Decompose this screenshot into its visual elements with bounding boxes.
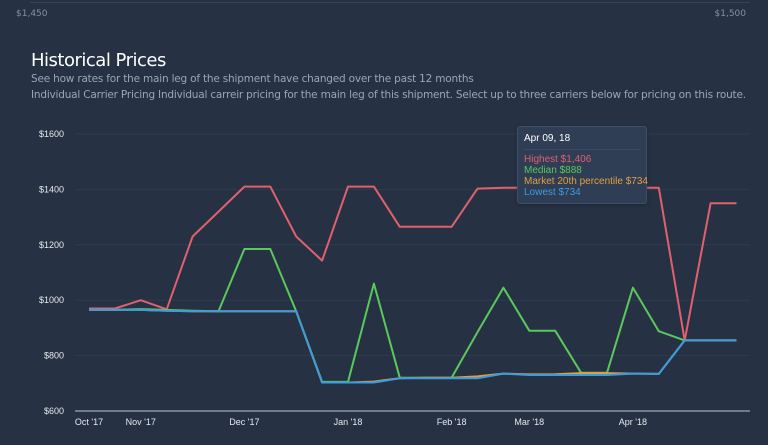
range-min-label: $1,450 [16, 9, 48, 19]
series-line-market-20th-percentile [89, 308, 737, 384]
tooltip-divider [524, 149, 640, 150]
tooltip-highest: Highest $1,406 [524, 154, 592, 165]
series-line-highest [89, 185, 737, 342]
x-tick-label: Feb '18 [437, 417, 467, 427]
section-description: Individual Carrier Pricing Individual ca… [31, 89, 746, 101]
x-tick-label: Dec '17 [229, 417, 259, 427]
range-slider-track[interactable] [30, 2, 750, 3]
tooltip-date: Apr 09, 18 [524, 133, 571, 144]
tooltip-lowest: Lowest $734 [524, 187, 581, 198]
chart-tooltip: Apr 09, 18 Highest $1,406 Median $888 Ma… [517, 126, 648, 204]
y-tick-label: $600 [44, 406, 64, 416]
tooltip-market-20th: Market 20th percentile $734 [524, 176, 648, 187]
y-tick-label: $1400 [39, 184, 64, 194]
x-tick-label: Nov '17 [126, 417, 156, 427]
y-tick-label: $1000 [39, 295, 64, 305]
tooltip-median: Median $888 [524, 165, 582, 176]
x-tick-label: Oct '17 [75, 417, 103, 427]
x-tick-label: Apr '18 [619, 417, 647, 427]
series-line-lowest [89, 308, 737, 384]
section-title: Historical Prices [31, 50, 166, 71]
range-max-label: $1,500 [714, 9, 747, 19]
y-tick-label: $1600 [39, 129, 64, 139]
y-tick-label: $1200 [39, 240, 64, 250]
series-line-median [89, 248, 737, 383]
x-tick-label: Jan '18 [334, 417, 363, 427]
section-subtitle: See how rates for the main leg of the sh… [31, 73, 474, 85]
x-tick-label: Mar '18 [514, 417, 544, 427]
y-tick-label: $800 [44, 351, 64, 361]
